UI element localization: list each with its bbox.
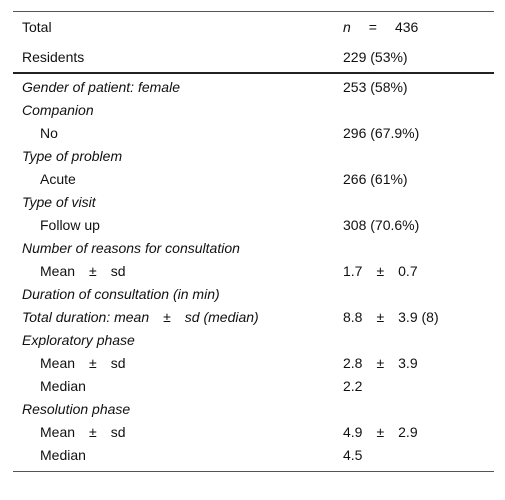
row-label: Acute bbox=[40, 171, 76, 187]
total-n: n bbox=[343, 19, 351, 35]
row-label: Companion bbox=[22, 102, 94, 118]
table-row: Gender of patient: female 253 (58%) bbox=[13, 76, 494, 99]
row-value: 266 (61%) bbox=[343, 171, 408, 187]
row-value: 2.8 ± 3.9 bbox=[343, 355, 418, 371]
table-header-rule bbox=[13, 72, 494, 74]
row-value: 253 (58%) bbox=[343, 79, 408, 95]
row-label: Type of problem bbox=[22, 148, 123, 164]
row-label: Total duration: mean ± sd (median) bbox=[22, 309, 259, 325]
table-row: Companion bbox=[13, 99, 494, 122]
table-row: No 296 (67.9%) bbox=[13, 122, 494, 145]
row-value: 8.8 ± 3.9 (8) bbox=[343, 309, 439, 325]
table-row: Median 4.5 bbox=[13, 444, 494, 467]
row-value: 308 (70.6%) bbox=[343, 217, 420, 233]
table-row: Mean ± sd 2.8 ± 3.9 bbox=[13, 352, 494, 375]
residents-label: Residents bbox=[22, 49, 85, 65]
total-value: n = 436 bbox=[343, 12, 418, 43]
row-label: Number of reasons for consultation bbox=[22, 240, 240, 256]
row-value: 4.9 ± 2.9 bbox=[343, 424, 418, 440]
table-header-row-residents: Residents 229 (53%) bbox=[13, 43, 494, 72]
table-row: Acute 266 (61%) bbox=[13, 168, 494, 191]
table-row: Type of problem bbox=[13, 145, 494, 168]
row-label: Mean ± sd bbox=[40, 263, 126, 279]
table-row: Type of visit bbox=[13, 191, 494, 214]
table-row: Exploratory phase bbox=[13, 329, 494, 352]
table-row: Resolution phase bbox=[13, 398, 494, 421]
row-label: Resolution phase bbox=[22, 401, 131, 417]
row-label: Median bbox=[40, 447, 86, 463]
row-label: Median bbox=[40, 378, 86, 394]
total-eq: = bbox=[368, 19, 377, 35]
table-row: Duration of consultation (in min) bbox=[13, 283, 494, 306]
row-value: 1.7 ± 0.7 bbox=[343, 263, 418, 279]
table-bottom-rule bbox=[13, 471, 494, 472]
row-value: 4.5 bbox=[343, 447, 363, 463]
row-label: Follow up bbox=[40, 217, 100, 233]
table-row: Mean ± sd 1.7 ± 0.7 bbox=[13, 260, 494, 283]
row-label: No bbox=[40, 125, 58, 141]
total-num: 436 bbox=[394, 19, 419, 35]
row-label: Gender of patient: female bbox=[22, 79, 180, 95]
residents-value: 229 (53%) bbox=[343, 49, 408, 65]
table-row: Follow up 308 (70.6%) bbox=[13, 214, 494, 237]
total-label: Total bbox=[22, 19, 52, 35]
row-value: 2.2 bbox=[343, 378, 363, 394]
row-label: Duration of consultation (in min) bbox=[22, 286, 220, 302]
table-row: Total duration: mean ± sd (median) 8.8 ± … bbox=[13, 306, 494, 329]
row-label: Exploratory phase bbox=[22, 332, 135, 348]
table-row: Number of reasons for consultation bbox=[13, 237, 494, 260]
data-table: Total n = 436 Residents 229 (53%) Gender o… bbox=[13, 11, 494, 472]
table-row: Mean ± sd 4.9 ± 2.9 bbox=[13, 421, 494, 444]
table-top-rule bbox=[13, 11, 494, 12]
row-label: Type of visit bbox=[22, 194, 96, 210]
table-header-row-total: Total n = 436 bbox=[13, 12, 494, 43]
table-row: Median 2.2 bbox=[13, 375, 494, 398]
row-label: Mean ± sd bbox=[40, 424, 126, 440]
row-value: 296 (67.9%) bbox=[343, 125, 420, 141]
row-label: Mean ± sd bbox=[40, 355, 126, 371]
